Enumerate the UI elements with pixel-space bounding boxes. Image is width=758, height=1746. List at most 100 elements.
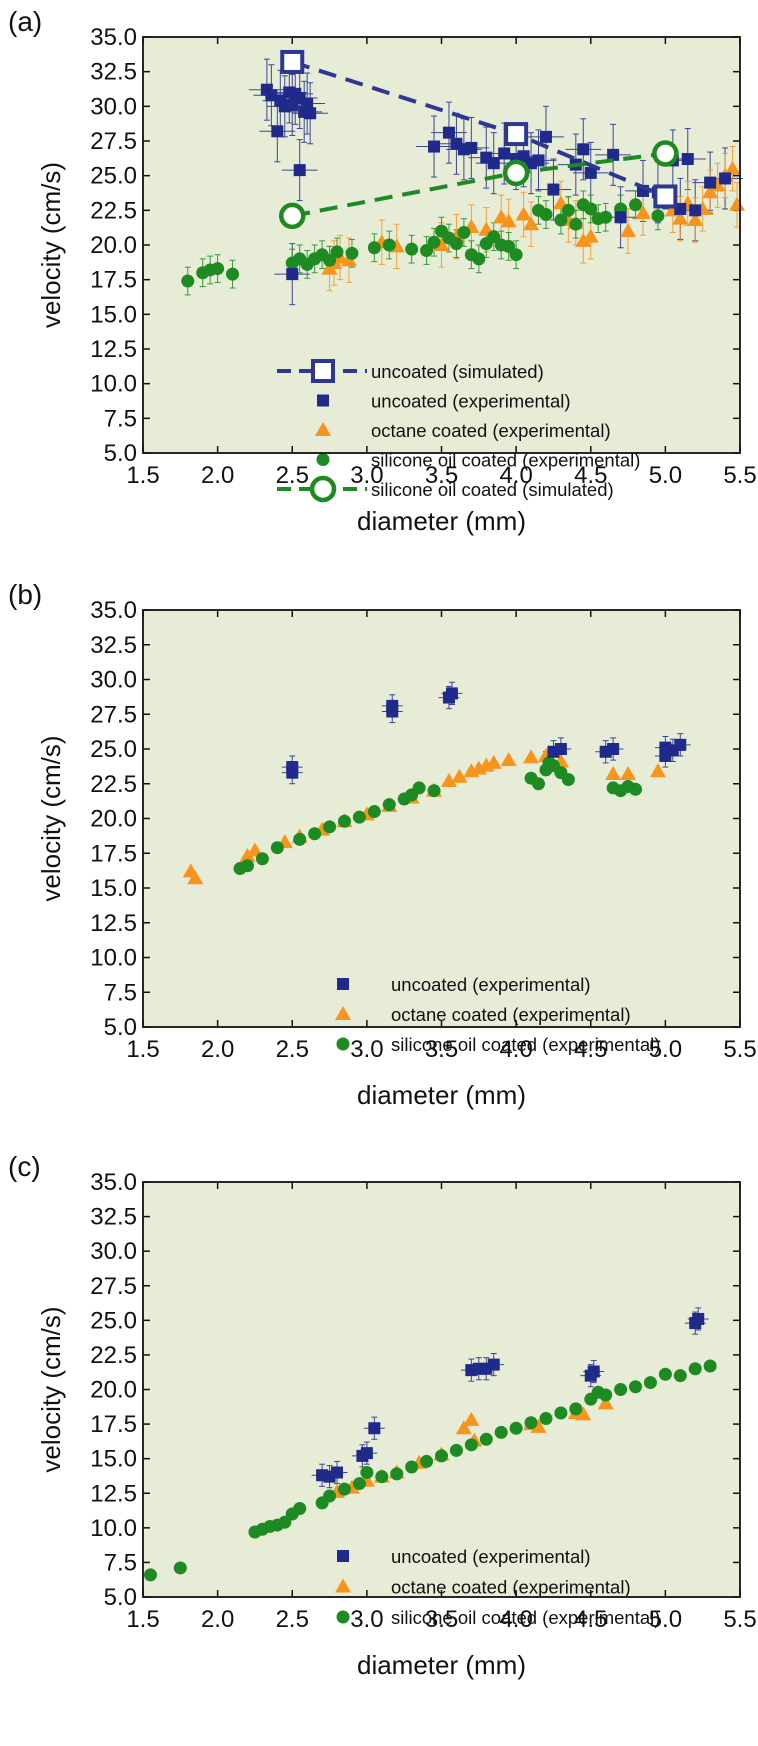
y-tick-label: 5.0 bbox=[104, 1584, 137, 1611]
data-point-silicone bbox=[367, 805, 381, 819]
simulated-point-silicone_sim bbox=[502, 159, 530, 187]
data-point-silicone bbox=[569, 217, 583, 231]
x-tick-label: 5.5 bbox=[723, 1606, 756, 1633]
simulated-point-uncoated_sim bbox=[504, 122, 529, 147]
data-point-octane bbox=[463, 1411, 480, 1426]
data-point-silicone bbox=[352, 1477, 366, 1491]
x-tick-label: 4.0 bbox=[499, 462, 532, 489]
x-tick-label: 4.5 bbox=[574, 1606, 607, 1633]
legend-label-uncoated: uncoated (experimental) bbox=[371, 391, 571, 412]
data-point-octane bbox=[582, 228, 599, 243]
series-uncoated bbox=[260, 83, 732, 281]
legend: uncoated (experimental) octane coated (ex… bbox=[335, 1546, 660, 1628]
y-tick-label: 17.5 bbox=[90, 840, 137, 867]
data-point-silicone bbox=[211, 262, 225, 276]
data-point-silicone bbox=[457, 226, 471, 240]
data-point-silicone bbox=[688, 1362, 702, 1376]
series-uncoated_sim bbox=[280, 49, 678, 209]
data-point-silicone bbox=[270, 841, 284, 855]
y-tick-label: 20.0 bbox=[90, 1377, 137, 1404]
legend-label-silicone: silicone oil coated (experimental) bbox=[391, 1607, 660, 1628]
y-tick-label: 10.0 bbox=[90, 945, 137, 972]
legend-marker-uncoated bbox=[317, 394, 329, 407]
y-tick-label: 7.5 bbox=[104, 1549, 137, 1576]
legend-marker-octane bbox=[315, 422, 331, 436]
x-tick-label: 2.0 bbox=[201, 1036, 234, 1063]
y-tick-label: 12.5 bbox=[90, 336, 137, 363]
x-tick-label: 2.0 bbox=[201, 1606, 234, 1633]
data-point-octane bbox=[620, 766, 637, 781]
data-point-silicone bbox=[464, 1438, 478, 1452]
data-point-silicone bbox=[293, 1501, 307, 1515]
data-point-silicone bbox=[449, 237, 463, 251]
y-tick-label: 32.5 bbox=[90, 632, 137, 659]
x-tick-label: 5.0 bbox=[649, 462, 682, 489]
data-point-octane bbox=[634, 205, 651, 220]
data-point-silicone bbox=[554, 1406, 568, 1420]
data-point-silicone bbox=[554, 213, 568, 227]
data-point-uncoated bbox=[480, 1362, 493, 1375]
y-tick-label: 12.5 bbox=[90, 910, 137, 937]
x-tick-label: 1.5 bbox=[126, 1606, 159, 1633]
x-tick-label: 1.5 bbox=[126, 1036, 159, 1063]
legend-marker-silicone_sim bbox=[309, 475, 337, 503]
data-point-silicone bbox=[173, 1561, 187, 1575]
x-tick-label: 4.0 bbox=[499, 1606, 532, 1633]
data-point-octane bbox=[485, 754, 502, 769]
data-point-silicone bbox=[367, 241, 381, 255]
data-point-uncoated bbox=[539, 130, 552, 143]
data-point-silicone bbox=[539, 207, 553, 221]
data-point-uncoated bbox=[587, 1365, 600, 1378]
data-point-silicone bbox=[703, 1359, 717, 1373]
series-silicone bbox=[143, 1359, 717, 1582]
data-point-silicone bbox=[143, 1568, 157, 1582]
chart-panel-1: (a) 5.0 7.5 10.0 12.5 15.0 17.5 20.0 22.5 25.0 27.… bbox=[8, 6, 757, 536]
y-tick-label: 22.5 bbox=[90, 771, 137, 798]
x-tick-label: 3.5 bbox=[425, 462, 458, 489]
x-tick-label: 5.0 bbox=[649, 1606, 682, 1633]
x-tick-label: 2.5 bbox=[276, 1606, 309, 1633]
y-tick-label: 30.0 bbox=[90, 1238, 137, 1265]
y-tick-label: 10.0 bbox=[90, 371, 137, 398]
data-point-uncoated bbox=[293, 164, 306, 177]
x-tick-label: 3.5 bbox=[425, 1606, 458, 1633]
data-point-uncoated bbox=[607, 148, 620, 161]
x-tick-label: 3.0 bbox=[350, 462, 383, 489]
data-point-uncoated bbox=[442, 126, 455, 139]
data-point-octane bbox=[451, 768, 468, 783]
legend-marker-uncoated bbox=[337, 1550, 349, 1562]
x-tick-label: 4.0 bbox=[499, 1036, 532, 1063]
x-tick-label: 3.0 bbox=[350, 1036, 383, 1063]
y-tick-label: 5.0 bbox=[104, 1014, 137, 1041]
data-point-uncoated bbox=[547, 183, 560, 196]
data-point-uncoated bbox=[498, 147, 511, 160]
legend-marker-uncoated bbox=[337, 978, 349, 990]
y-tick-label: 10.0 bbox=[90, 1515, 137, 1542]
data-point-octane bbox=[239, 848, 256, 863]
data-point-octane bbox=[500, 752, 517, 767]
data-point-silicone bbox=[382, 238, 396, 252]
data-point-octane bbox=[340, 252, 357, 267]
y-tick-label: 7.5 bbox=[104, 979, 137, 1006]
y-tick-label: 5.0 bbox=[104, 440, 137, 467]
data-point-octane bbox=[724, 160, 741, 175]
data-point-silicone bbox=[420, 244, 434, 258]
x-tick-label: 3.5 bbox=[425, 1036, 458, 1063]
data-point-silicone bbox=[561, 203, 575, 217]
legend-label-octane: octane coated (experimental) bbox=[371, 420, 611, 441]
data-point-silicone bbox=[323, 820, 337, 834]
panel-label: (b) bbox=[8, 579, 42, 610]
simulated-point-uncoated_sim bbox=[653, 184, 678, 209]
series-silicone bbox=[181, 198, 665, 288]
data-point-octane bbox=[729, 196, 746, 211]
data-point-silicone bbox=[330, 245, 344, 259]
x-axis-title: diameter (mm) bbox=[357, 1650, 526, 1680]
data-point-silicone bbox=[651, 209, 665, 223]
data-point-silicone bbox=[181, 274, 195, 288]
series-silicone_sim bbox=[279, 140, 679, 230]
plot-area bbox=[143, 610, 740, 1027]
y-tick-label: 12.5 bbox=[90, 1480, 137, 1507]
data-point-silicone bbox=[532, 777, 546, 791]
data-point-octane bbox=[605, 766, 622, 781]
plot-frame bbox=[142, 36, 741, 454]
